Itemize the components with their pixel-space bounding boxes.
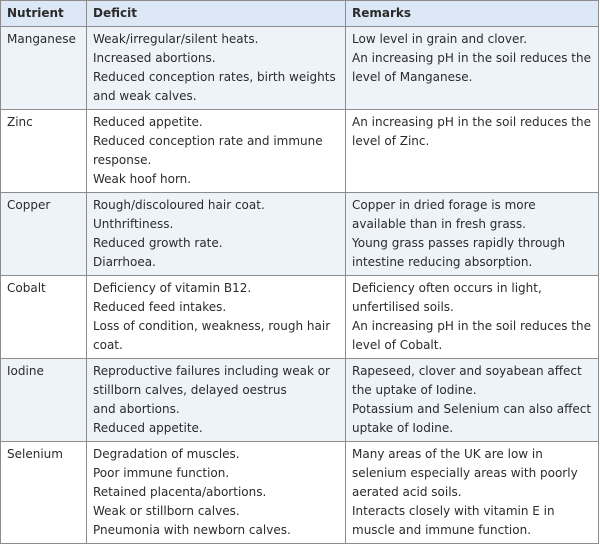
header-deficit: Deficit	[86, 0, 346, 27]
table-row: Selenium Degradation of muscles. Poor im…	[0, 441, 599, 544]
deficit-line: Degradation of muscles.	[93, 447, 240, 461]
deficit-line: Retained placenta/abortions.	[93, 485, 267, 499]
deficit-cell: Reduced appetite. Reduced conception rat…	[86, 109, 346, 193]
remarks-line: Copper in dried forage is more available…	[352, 198, 536, 231]
deficit-line: Reduced appetite.	[93, 115, 203, 129]
remarks-line: Potassium and Selenium can also affect u…	[352, 402, 592, 435]
remarks-line: Young grass passes rapidly through intes…	[352, 236, 566, 269]
deficit-cell: Reproductive failures including weak or …	[86, 358, 346, 442]
nutrient-cell: Selenium	[0, 441, 87, 544]
deficit-line: Reproductive failures including weak or …	[93, 364, 330, 397]
deficit-line: Reduced conception rates, birth weights …	[93, 70, 336, 103]
deficit-line: Deficiency of vitamin B12.	[93, 281, 252, 295]
deficit-line: Loss of condition, weakness, rough hair …	[93, 319, 331, 352]
remarks-line: Deficiency often occurs in light, unfert…	[352, 281, 542, 314]
nutrient-cell: Manganese	[0, 26, 87, 110]
remarks-line: Many areas of the UK are low in selenium…	[352, 447, 578, 499]
nutrient-cell: Cobalt	[0, 275, 87, 359]
deficit-line: Poor immune function.	[93, 466, 230, 480]
deficit-line: Reduced growth rate.	[93, 236, 223, 250]
header-remarks: Remarks	[345, 0, 599, 27]
header-nutrient: Nutrient	[0, 0, 87, 27]
remarks-line: An increasing pH in the soil reduces the…	[352, 115, 592, 148]
deficit-line: Weak hoof horn.	[93, 172, 192, 186]
remarks-line: Interacts closely with vitamin E in musc…	[352, 504, 555, 537]
table-row: Manganese Weak/irregular/silent heats. I…	[0, 26, 599, 110]
remarks-cell: An increasing pH in the soil reduces the…	[345, 109, 599, 193]
deficit-line: Rough/discoloured hair coat.	[93, 198, 265, 212]
remarks-line: An increasing pH in the soil reduces the…	[352, 51, 592, 84]
remarks-line: Low level in grain and clover.	[352, 32, 528, 46]
deficit-cell: Deficiency of vitamin B12. Reduced feed …	[86, 275, 346, 359]
deficit-line: Increased abortions.	[93, 51, 216, 65]
header-row: Nutrient Deficit Remarks	[0, 0, 599, 27]
deficit-line: Diarrhoea.	[93, 255, 156, 269]
deficit-cell: Rough/discoloured hair coat. Unthriftine…	[86, 192, 346, 276]
table-row: Iodine Reproductive failures including w…	[0, 358, 599, 442]
remarks-line: Rapeseed, clover and soyabean affect the…	[352, 364, 582, 397]
deficit-line: Unthriftiness.	[93, 217, 174, 231]
nutrient-cell: Iodine	[0, 358, 87, 442]
table-row: Copper Rough/discoloured hair coat. Unth…	[0, 192, 599, 276]
table-row: Cobalt Deficiency of vitamin B12. Reduce…	[0, 275, 599, 359]
nutrient-cell: Copper	[0, 192, 87, 276]
deficit-line: and abortions.	[93, 402, 180, 416]
deficit-line: Reduced appetite.	[93, 421, 203, 435]
deficit-line: Reduced conception rate and immune respo…	[93, 134, 323, 167]
nutrient-cell: Zinc	[0, 109, 87, 193]
deficit-line: Weak/irregular/silent heats.	[93, 32, 259, 46]
remarks-cell: Deficiency often occurs in light, unfert…	[345, 275, 599, 359]
deficit-cell: Degradation of muscles. Poor immune func…	[86, 441, 346, 544]
remarks-cell: Many areas of the UK are low in selenium…	[345, 441, 599, 544]
remarks-cell: Copper in dried forage is more available…	[345, 192, 599, 276]
deficit-line: Reduced feed intakes.	[93, 300, 227, 314]
remarks-line: An increasing pH in the soil reduces the…	[352, 319, 592, 352]
table-row: Zinc Reduced appetite. Reduced conceptio…	[0, 109, 599, 193]
remarks-cell: Rapeseed, clover and soyabean affect the…	[345, 358, 599, 442]
deficit-cell: Weak/irregular/silent heats. Increased a…	[86, 26, 346, 110]
deficit-line: Pneumonia with newborn calves.	[93, 523, 291, 537]
remarks-cell: Low level in grain and clover. An increa…	[345, 26, 599, 110]
deficit-line: Weak or stillborn calves.	[93, 504, 240, 518]
